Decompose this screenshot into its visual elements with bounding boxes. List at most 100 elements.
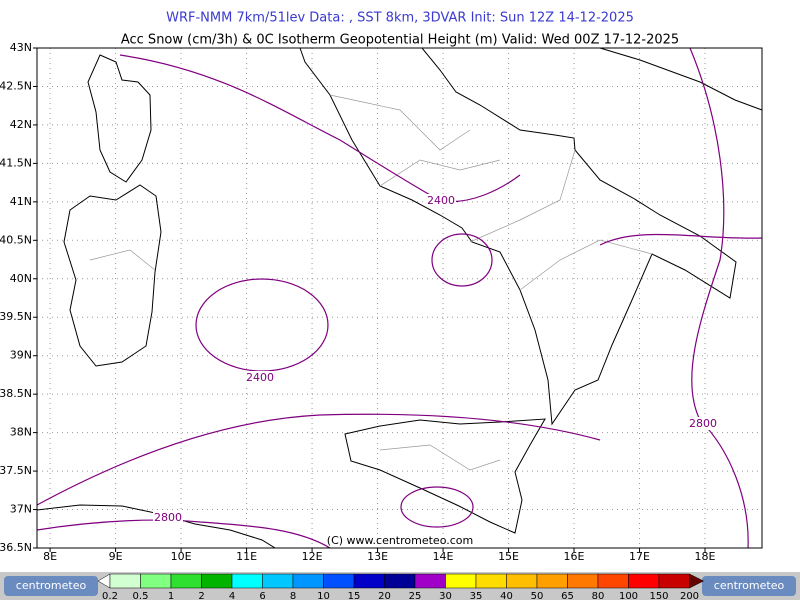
balkans xyxy=(599,47,763,111)
y-tick-label: 37N xyxy=(10,503,32,516)
contours xyxy=(36,47,763,549)
contour xyxy=(689,47,749,549)
sardinia xyxy=(63,184,162,367)
colorbar-label: 65 xyxy=(561,591,574,600)
y-tick-label: 42.5N xyxy=(0,79,32,92)
y-tick-label: 40.5N xyxy=(0,233,32,246)
label-bg xyxy=(245,371,275,384)
colorbar-label: 150 xyxy=(649,591,668,600)
x-tick-label: 14E xyxy=(433,550,454,563)
colorbar-box xyxy=(628,573,660,589)
contour xyxy=(431,233,493,287)
y-tick-label: 37.5N xyxy=(0,464,32,477)
map-frame xyxy=(36,47,763,549)
contour xyxy=(119,54,521,203)
colorbar-box xyxy=(475,573,507,589)
colorbar-label: 0.2 xyxy=(102,591,118,600)
colorbar-label: 100 xyxy=(619,591,638,600)
colorbar-box xyxy=(445,573,477,589)
x-tick-label: 8E xyxy=(43,550,57,563)
grid xyxy=(37,47,762,549)
colorbar-label: 4 xyxy=(229,591,235,600)
contour xyxy=(195,278,329,372)
x-tick-label: 16E xyxy=(564,550,585,563)
contour-label: 2800 xyxy=(689,417,717,430)
colorbar-box xyxy=(658,573,690,589)
colorbar-box xyxy=(384,573,416,589)
contour-label: 2800 xyxy=(154,511,182,524)
colorbar-box xyxy=(323,573,355,589)
colorbar-box xyxy=(506,573,538,589)
x-tick-label: 9E xyxy=(109,550,123,563)
colorbar-label: 6 xyxy=(259,591,265,600)
y-tick-label: 39.5N xyxy=(0,310,32,323)
x-tick-label: 13E xyxy=(367,550,388,563)
y-tick-label: 42N xyxy=(10,118,32,131)
y-tick-label: 39N xyxy=(10,349,32,362)
contour-label: 2400 xyxy=(427,194,455,207)
colorbar-box xyxy=(292,573,324,589)
colorbar-box xyxy=(567,573,599,589)
copyright: (C) www.centrometeo.com xyxy=(327,534,473,547)
colorbar: 0.2 0.5 1 2 4 6 8 10 15 20 25 30 35 40 50 65 80 100 150 200 xyxy=(97,573,705,602)
y-tick-label: 38.5N xyxy=(0,387,32,400)
logo-box xyxy=(702,576,796,596)
colorbar-label: 0.5 xyxy=(133,591,149,600)
contour xyxy=(36,519,331,549)
logo: centrometeo xyxy=(16,579,87,592)
colorbar-label: 2 xyxy=(198,591,204,600)
label-bg xyxy=(153,511,183,524)
x-tick-label: 12E xyxy=(302,550,323,563)
contour xyxy=(599,233,763,246)
colorbar-label: 80 xyxy=(592,591,605,600)
sicily xyxy=(344,418,546,534)
y-tick-label: 41.5N xyxy=(0,156,32,169)
colorbar-box xyxy=(231,573,263,589)
x-tick-label: 17E xyxy=(629,550,650,563)
logo: centrometeo xyxy=(714,579,785,592)
logo-box xyxy=(4,576,98,596)
colorbar-label: 20 xyxy=(378,591,391,600)
colorbar-label: 25 xyxy=(409,591,422,600)
x-tick-label: 18E xyxy=(695,550,716,563)
colorbar-label: 8 xyxy=(290,591,296,600)
x-tick-label: 11E xyxy=(236,550,257,563)
y-tick-label: 40N xyxy=(10,272,32,285)
x-tick-label: 10E xyxy=(171,550,192,563)
y-tick-label: 41N xyxy=(10,195,32,208)
colorbar-box xyxy=(140,573,172,589)
regions xyxy=(89,94,653,471)
y-tick-label: 43N xyxy=(10,41,32,54)
corsica xyxy=(87,54,152,183)
colorbar-box xyxy=(262,573,294,589)
colorbar-box xyxy=(109,573,141,589)
contour xyxy=(36,413,601,506)
colorbar-label: 200 xyxy=(680,591,699,600)
colorbar-box xyxy=(597,573,629,589)
colorbar-label: 50 xyxy=(531,591,544,600)
italy xyxy=(299,47,737,426)
colorbar-label: 1 xyxy=(168,591,174,600)
colorbar-box xyxy=(170,573,202,589)
colorbar-end xyxy=(689,573,705,589)
colorbar-label: 15 xyxy=(348,591,361,600)
colorbar-label: 30 xyxy=(439,591,452,600)
coastlines xyxy=(36,47,763,549)
label-bg xyxy=(426,194,456,207)
contour-label: 2400 xyxy=(246,371,274,384)
colorbar-label: 10 xyxy=(317,591,330,600)
label-bg xyxy=(688,417,718,430)
contour xyxy=(400,486,474,528)
colorbar-box xyxy=(353,573,385,589)
colorbar-box xyxy=(536,573,568,589)
subtitle: Acc Snow (cm/3h) & 0C Isotherm Geopotent… xyxy=(121,33,679,48)
title: WRF-NMM 7km/51lev Data: , SST 8km, 3DVAR… xyxy=(166,11,634,26)
colorbar-label: 40 xyxy=(500,591,513,600)
colorbar-box xyxy=(201,573,233,589)
y-tick-label: 38N xyxy=(10,426,32,439)
colorbar-label: 35 xyxy=(470,591,483,600)
x-tick-label: 15E xyxy=(498,550,519,563)
y-tick-label: 36.5N xyxy=(0,541,32,554)
